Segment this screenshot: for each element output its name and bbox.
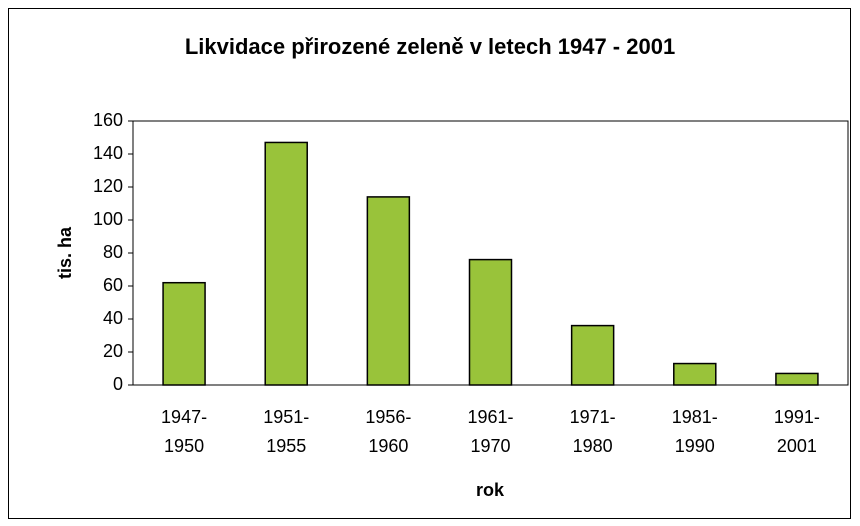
x-tick-label: 1956-1960 xyxy=(365,407,411,456)
x-tick-label: 1947-1950 xyxy=(161,407,207,456)
y-tick-label: 120 xyxy=(93,176,123,196)
x-axis-label: rok xyxy=(476,480,505,500)
y-tick-label: 140 xyxy=(93,143,123,163)
y-tick-label: 60 xyxy=(103,275,123,295)
x-tick-label: 1961-1970 xyxy=(467,407,513,456)
x-tick-label: 1981-1990 xyxy=(672,407,718,456)
bar xyxy=(264,141,308,386)
x-tick-label: 1951-1955 xyxy=(263,407,309,456)
bar xyxy=(468,258,513,386)
y-axis-label: tis. ha xyxy=(55,226,75,279)
x-tick-label: 1991-2001 xyxy=(774,407,820,456)
y-tick-label: 40 xyxy=(103,308,123,328)
y-tick-label: 20 xyxy=(103,341,123,361)
y-tick-label: 80 xyxy=(103,242,123,262)
y-tick-label: 100 xyxy=(93,209,123,229)
bar xyxy=(570,324,615,386)
y-tick-label: 0 xyxy=(113,374,123,394)
bar xyxy=(775,372,819,386)
bar xyxy=(366,196,411,386)
bar xyxy=(673,362,717,386)
chart-frame xyxy=(8,8,851,519)
x-tick-label: 1971-1980 xyxy=(570,407,616,456)
y-tick-label: 160 xyxy=(93,110,123,130)
bar xyxy=(162,281,206,386)
chart-title: Likvidace přirozené zeleně v letech 1947… xyxy=(185,34,675,59)
